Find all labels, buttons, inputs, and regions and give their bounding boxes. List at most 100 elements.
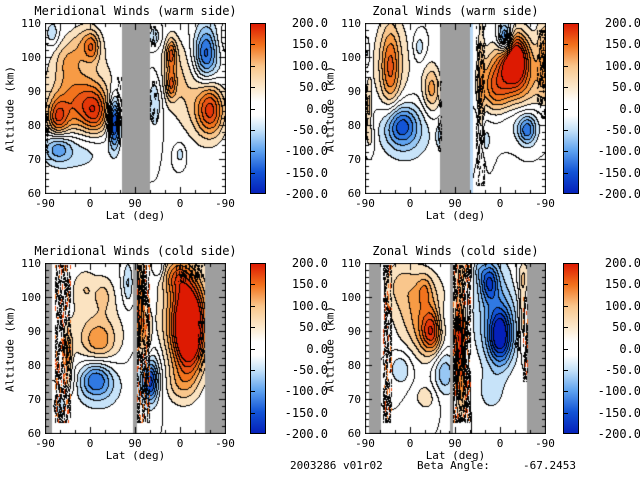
x-tick-label: 0 (496, 197, 504, 210)
colorbar-tick (251, 66, 255, 67)
colorbar-tick (564, 130, 568, 131)
y-tick-label: 110 (341, 17, 361, 30)
colorbar-tick-label: 200.0 (291, 256, 328, 270)
colorbar-tick-label: 200.0 (604, 16, 640, 30)
colorbar-tick (564, 306, 568, 307)
y-tick-label: 60 (347, 427, 361, 440)
x-tick-label: 90 (128, 197, 142, 210)
x-tick-label: -90 (35, 197, 55, 210)
panel-meridional-cold: Meridional Winds (cold side) Altitude (k… (4, 244, 329, 462)
x-tick-label: -90 (535, 437, 555, 450)
contour-plot-canvas (45, 263, 226, 434)
colorbar: 200.0 150.0 100.0 50.0 0.0 -50.0 -100.0 -150.0 -… (250, 17, 340, 200)
colorbar-tick-label: -100.0 (597, 144, 640, 158)
contour-plot-canvas (365, 263, 546, 434)
x-tick-label: -90 (215, 437, 235, 450)
colorbar-tick-label: 100.0 (604, 299, 640, 313)
x-axis-label: Lat (deg) (425, 209, 486, 222)
colorbar-tick-label: 0.0 (619, 342, 640, 356)
panel-zonal-cold: Zonal Winds (cold side) Altitude (km) La… (324, 244, 640, 462)
colorbar-tick-label: -50.0 (291, 123, 328, 137)
colorbar-tick-label: 150.0 (604, 37, 640, 51)
colorbar-tick (251, 173, 255, 174)
y-tick-label: 70 (347, 393, 361, 406)
colorbar-tick-label: 0.0 (306, 102, 328, 116)
y-tick-label: 90 (27, 85, 41, 98)
y-tick-label: 90 (347, 325, 361, 338)
colorbar-tick (564, 44, 568, 45)
colorbar-tick-label: 0.0 (619, 102, 640, 116)
colorbar-tick-label: 150.0 (291, 37, 328, 51)
colorbar-tick (251, 370, 255, 371)
colorbar-tick-label: -150.0 (597, 406, 640, 420)
x-axis-label: Lat (deg) (105, 449, 166, 462)
panel-meridional-warm: Meridional Winds (warm side) Altitude (k… (4, 4, 329, 222)
y-axis-label: Altitude (km) (323, 305, 337, 392)
colorbar-tick (251, 327, 255, 328)
colorbar-tick-label: -100.0 (284, 384, 328, 398)
y-tick-label: 70 (27, 153, 41, 166)
x-tick-label: 0 (176, 197, 184, 210)
colorbar-tick (564, 87, 568, 88)
y-tick-label: 100 (341, 291, 361, 304)
colorbar-tick-label: 50.0 (612, 320, 640, 334)
colorbar-tick-label: -200.0 (284, 187, 328, 201)
colorbar-tick (564, 151, 568, 152)
y-tick-label: 60 (27, 427, 41, 440)
x-tick-label: -90 (355, 197, 375, 210)
x-tick-label: 0 (406, 437, 414, 450)
colorbar-tick-label: -200.0 (284, 427, 328, 441)
colorbar-tick (251, 87, 255, 88)
colorbar-tick (251, 413, 255, 414)
colorbar-tick (564, 349, 568, 350)
plot-title: Meridional Winds (cold side) (34, 244, 237, 258)
x-tick-label: 90 (128, 437, 142, 450)
colorbar-tick-label: 0.0 (306, 342, 328, 356)
y-axis-label: Altitude (km) (3, 65, 17, 152)
x-tick-label: 90 (448, 197, 462, 210)
colorbar-tick (564, 370, 568, 371)
colorbar-tick (251, 391, 255, 392)
colorbar-tick (251, 130, 255, 131)
contour-plot-canvas (45, 23, 226, 194)
colorbar-tick (251, 44, 255, 45)
y-tick-label: 110 (21, 17, 41, 30)
colorbar-tick-label: -200.0 (597, 187, 640, 201)
colorbar-tick (564, 413, 568, 414)
plot-title: Zonal Winds (cold side) (372, 244, 539, 258)
y-tick-label: 80 (347, 359, 361, 372)
colorbar-tick (251, 284, 255, 285)
x-tick-label: -90 (35, 437, 55, 450)
x-tick-label: 0 (496, 437, 504, 450)
plot-title: Zonal Winds (warm side) (372, 4, 539, 18)
colorbar-tick (564, 391, 568, 392)
colorbar-tick (251, 151, 255, 152)
colorbar-tick-label: -50.0 (291, 363, 328, 377)
x-axis-label: Lat (deg) (425, 449, 486, 462)
y-tick-label: 110 (341, 257, 361, 270)
colorbar-tick-label: 50.0 (299, 320, 328, 334)
colorbar-tick (564, 284, 568, 285)
colorbar-tick-label: 50.0 (299, 80, 328, 94)
panel-zonal-warm: Zonal Winds (warm side) Altitude (km) La… (324, 4, 640, 222)
colorbar-tick-label: -150.0 (597, 166, 640, 180)
colorbar-tick (564, 109, 568, 110)
x-tick-label: -90 (215, 197, 235, 210)
colorbar-tick-label: 50.0 (612, 80, 640, 94)
y-tick-label: 60 (347, 187, 361, 200)
y-tick-label: 100 (341, 51, 361, 64)
x-tick-label: 0 (86, 197, 94, 210)
colorbar-tick (251, 306, 255, 307)
y-tick-label: 90 (27, 325, 41, 338)
colorbar: 200.0 150.0 100.0 50.0 0.0 -50.0 -100.0 -150.0 -… (250, 257, 340, 440)
colorbar-tick-label: 200.0 (604, 256, 640, 270)
dataset-id: 2003286 v01r02 (290, 459, 383, 472)
y-tick-label: 80 (347, 119, 361, 132)
y-tick-label: 60 (27, 187, 41, 200)
colorbar-tick (564, 66, 568, 67)
plot-title: Meridional Winds (warm side) (34, 4, 237, 18)
colorbar-tick-label: 100.0 (291, 299, 328, 313)
x-axis-label: Lat (deg) (105, 209, 166, 222)
colorbar-tick-label: -100.0 (284, 144, 328, 158)
